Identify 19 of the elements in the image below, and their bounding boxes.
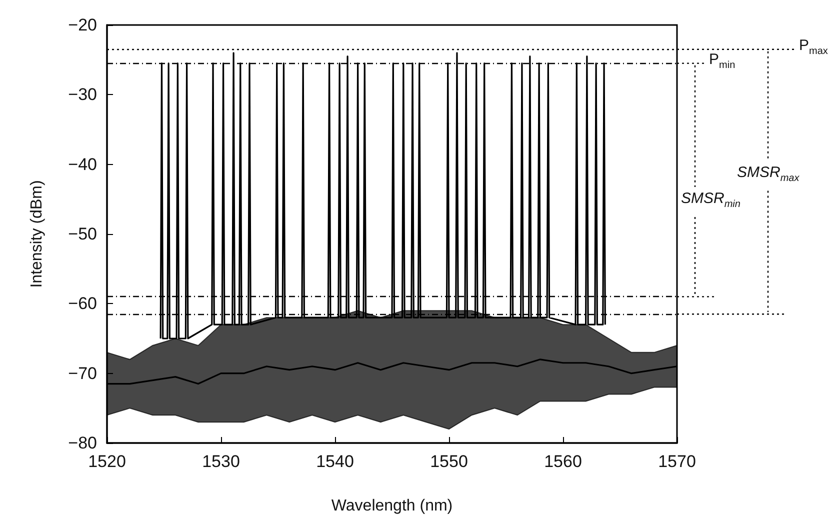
- ref-line-label: P$_{min}$: [709, 51, 736, 76]
- ref-line-label: P$_{max}$: [799, 37, 828, 62]
- x-tick-label: 1570: [658, 452, 696, 471]
- y-tick-label: −40: [68, 154, 97, 174]
- y-axis-title: Intensity (dBm): [28, 180, 46, 288]
- y-tick-label: −80: [68, 434, 97, 452]
- y-tick-label: −70: [68, 364, 97, 383]
- x-tick-label: 1530: [202, 452, 240, 471]
- y-tick-label: −30: [68, 85, 97, 104]
- y-tick-label: −60: [68, 294, 97, 314]
- text: SMSR$_{min}$: [681, 190, 740, 214]
- x-tick-label: 1540: [316, 452, 354, 471]
- text: SMSR$_{max}$: [737, 164, 800, 188]
- y-tick-label: −50: [68, 224, 97, 244]
- x-tick-label: 1560: [544, 452, 582, 471]
- y-tick-label: −20: [68, 16, 97, 34]
- x-tick-label: 1550: [430, 452, 468, 471]
- x-axis-title: Wavelength (nm): [331, 498, 453, 514]
- x-tick-label: 1520: [88, 452, 126, 471]
